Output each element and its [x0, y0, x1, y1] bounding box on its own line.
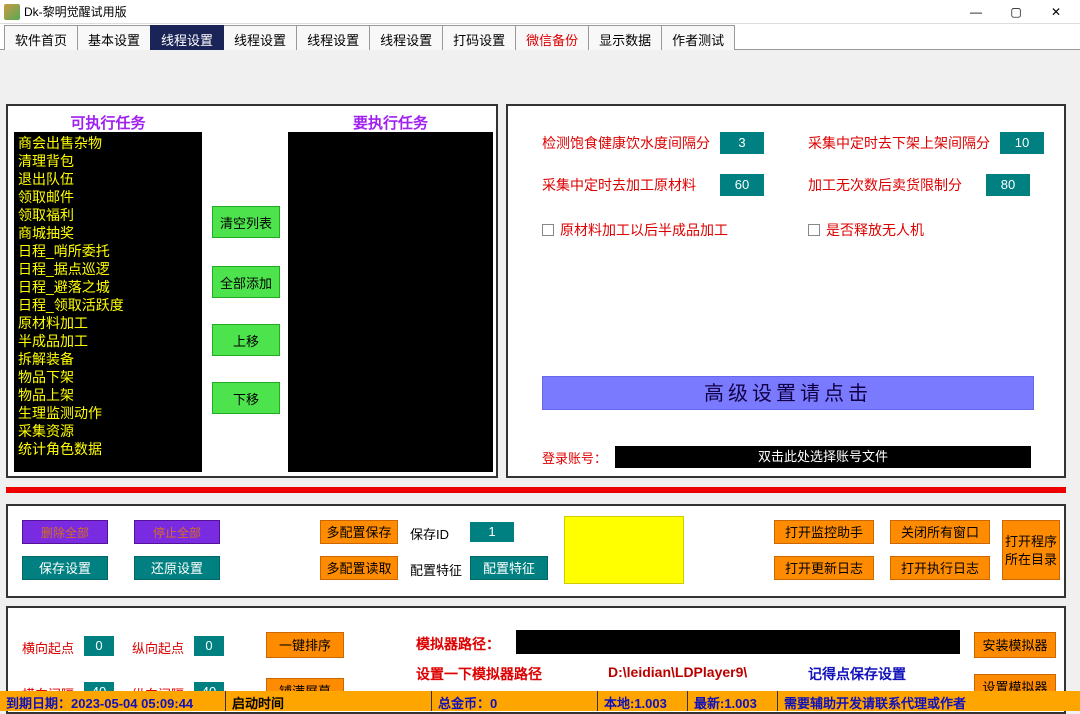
tab-8[interactable]: 显示数据: [588, 25, 662, 50]
task-item[interactable]: 日程_据点巡逻: [18, 260, 198, 278]
move-down-button[interactable]: 下移: [212, 382, 280, 414]
status-bar: 到期日期：2023-05-04 05:09:44 启动时间 总金币：0 本地:1…: [0, 691, 1080, 711]
stop-all-button[interactable]: 停止全部: [134, 520, 220, 544]
delete-all-button[interactable]: 删除全部: [22, 520, 108, 544]
status-help: 需要辅助开发请联系代理或作者: [778, 691, 1080, 711]
task-item[interactable]: 退出队伍: [18, 170, 198, 188]
interval2-value[interactable]: 10: [1000, 132, 1044, 154]
checkbox2[interactable]: [808, 224, 820, 236]
app-icon: [4, 4, 20, 20]
tab-4[interactable]: 线程设置: [296, 25, 370, 50]
cfgfeat-button[interactable]: 配置特征: [470, 556, 548, 580]
setpath-label: 设置一下模拟器路径: [416, 664, 542, 684]
tab-7[interactable]: 微信备份: [515, 25, 589, 50]
tab-3[interactable]: 线程设置: [223, 25, 297, 50]
interval2-label: 采集中定时去下架上架间隔分: [808, 133, 990, 153]
add-all-button[interactable]: 全部添加: [212, 266, 280, 298]
task-panel: 可执行任务 要执行任务 商会出售杂物清理背包退出队伍领取邮件领取福利商城抽奖日程…: [6, 104, 498, 478]
login-label: 登录账号：: [542, 448, 607, 467]
login-row: 登录账号： 双击此处选择账号文件: [542, 446, 1031, 468]
tab-1[interactable]: 基本设置: [77, 25, 151, 50]
cfgfeat-label: 配置特征: [410, 560, 462, 579]
status-local: 本地:1.003: [598, 691, 688, 711]
task-item[interactable]: 统计角色数据: [18, 440, 198, 458]
vstart-value[interactable]: 0: [194, 636, 224, 656]
account-file-input[interactable]: 双击此处选择账号文件: [615, 446, 1031, 468]
interval3-value[interactable]: 60: [720, 174, 764, 196]
remember-label: 记得点保存设置: [808, 664, 906, 684]
tab-6[interactable]: 打码设置: [442, 25, 516, 50]
selected-tasks-list[interactable]: [288, 132, 493, 472]
vstart-label: 纵向起点: [132, 638, 184, 657]
advanced-settings-button[interactable]: 高级设置请点击: [542, 376, 1034, 410]
maximize-button[interactable]: ▢: [996, 1, 1036, 23]
task-item[interactable]: 拆解装备: [18, 350, 198, 368]
interval4-value[interactable]: 80: [986, 174, 1030, 196]
task-item[interactable]: 清理背包: [18, 152, 198, 170]
saveid-value[interactable]: 1: [470, 522, 514, 542]
status-expire: 到期日期：2023-05-04 05:09:44: [0, 691, 226, 711]
interval4-label: 加工无次数后卖货限制分: [808, 175, 962, 195]
yellow-box: [564, 516, 684, 584]
tab-9[interactable]: 作者测试: [661, 25, 735, 50]
status-gold: 总金币：0: [432, 691, 598, 711]
task-item[interactable]: 半成品加工: [18, 332, 198, 350]
restore-settings-button[interactable]: 还原设置: [134, 556, 220, 580]
interval1-value[interactable]: 3: [720, 132, 764, 154]
task-item[interactable]: 商城抽奖: [18, 224, 198, 242]
open-update-log-button[interactable]: 打开更新日志: [774, 556, 874, 580]
status-start: 启动时间: [226, 691, 432, 711]
close-button[interactable]: ✕: [1036, 1, 1076, 23]
hstart-value[interactable]: 0: [84, 636, 114, 656]
task-item[interactable]: 采集资源: [18, 422, 198, 440]
save-settings-button[interactable]: 保存设置: [22, 556, 108, 580]
simpath-text: D:\leidian\LDPlayer9\: [608, 664, 747, 680]
tab-bar: 软件首页基本设置线程设置线程设置线程设置线程设置打码设置微信备份显示数据作者测试: [0, 24, 1080, 50]
interval1-label: 检测饱食健康饮水度间隔分: [542, 133, 710, 153]
available-tasks-list[interactable]: 商会出售杂物清理背包退出队伍领取邮件领取福利商城抽奖日程_哨所委托日程_据点巡逻…: [14, 132, 202, 472]
task-item[interactable]: 物品下架: [18, 368, 198, 386]
open-dir-button[interactable]: 打开程序 所在目录: [1002, 520, 1060, 580]
move-up-button[interactable]: 上移: [212, 324, 280, 356]
saveid-label: 保存ID: [410, 524, 449, 543]
checkbox1[interactable]: [542, 224, 554, 236]
task-item[interactable]: 生理监测动作: [18, 404, 198, 422]
checkbox2-label: 是否释放无人机: [826, 220, 924, 240]
task-item[interactable]: 商会出售杂物: [18, 134, 198, 152]
config-panel: 删除全部 停止全部 保存设置 还原设置 多配置保存 多配置读取 保存ID 1 配…: [6, 504, 1066, 598]
titlebar: Dk-黎明觉醒试用版 — ▢ ✕: [0, 0, 1080, 24]
status-latest: 最新:1.003: [688, 691, 778, 711]
task-item[interactable]: 日程_哨所委托: [18, 242, 198, 260]
install-sim-button[interactable]: 安装模拟器: [974, 632, 1056, 658]
task-item[interactable]: 日程_避落之城: [18, 278, 198, 296]
window-title: Dk-黎明觉醒试用版: [24, 3, 956, 20]
settings-panel: 检测饱食健康饮水度间隔分 3 采集中定时去下架上架间隔分 10 采集中定时去加工原材…: [506, 104, 1066, 478]
interval3-label: 采集中定时去加工原材料: [542, 175, 696, 195]
minimize-button[interactable]: —: [956, 1, 996, 23]
tab-5[interactable]: 线程设置: [369, 25, 443, 50]
task-item[interactable]: 物品上架: [18, 386, 198, 404]
task-item[interactable]: 领取福利: [18, 206, 198, 224]
task-item[interactable]: 原材料加工: [18, 314, 198, 332]
separator: [6, 487, 1066, 493]
simpath-value[interactable]: [516, 630, 960, 654]
tab-2[interactable]: 线程设置: [150, 25, 224, 50]
checkbox1-label: 原材料加工以后半成品加工: [560, 220, 728, 240]
task-item[interactable]: 日程_领取活跃度: [18, 296, 198, 314]
simpath-label: 模拟器路径：: [416, 634, 500, 654]
multi-load-button[interactable]: 多配置读取: [320, 556, 398, 580]
task-item[interactable]: 领取邮件: [18, 188, 198, 206]
close-all-windows-button[interactable]: 关闭所有窗口: [890, 520, 990, 544]
hstart-label: 横向起点: [22, 638, 74, 657]
clear-list-button[interactable]: 清空列表: [212, 206, 280, 238]
open-monitor-button[interactable]: 打开监控助手: [774, 520, 874, 544]
open-exec-log-button[interactable]: 打开执行日志: [890, 556, 990, 580]
multi-save-button[interactable]: 多配置保存: [320, 520, 398, 544]
tab-0[interactable]: 软件首页: [4, 25, 78, 50]
sort-button[interactable]: 一键排序: [266, 632, 344, 658]
